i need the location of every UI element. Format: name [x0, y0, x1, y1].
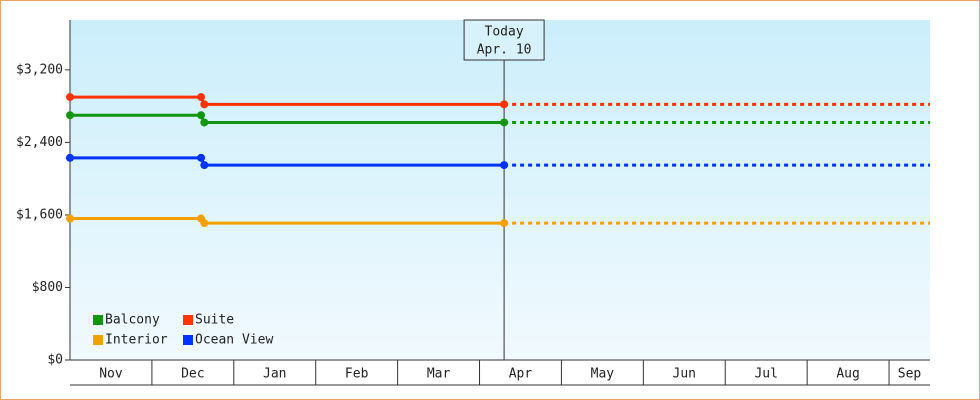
point	[66, 93, 74, 102]
x-tick-label: May	[591, 367, 615, 382]
legend-label: Interior	[105, 333, 168, 348]
y-tick-label: $800	[32, 280, 63, 295]
legend-swatch	[183, 315, 193, 325]
today-box	[463, 19, 545, 61]
x-tick-label: Jul	[754, 367, 777, 382]
point	[197, 153, 206, 162]
point	[197, 111, 206, 120]
legend-swatch	[183, 335, 193, 345]
y-tick-label: $3,200	[16, 62, 63, 77]
y-tick-label: $0	[47, 353, 63, 368]
point	[500, 100, 509, 109]
legend-label: Ocean View	[195, 333, 273, 348]
y-tick-label: $2,400	[16, 135, 63, 150]
legend-label: Balcony	[105, 313, 160, 328]
point	[66, 153, 74, 162]
x-tick-label: Jun	[673, 367, 696, 382]
x-tick-label: Feb	[345, 367, 369, 382]
x-tick-label: Nov	[99, 367, 123, 382]
point	[66, 111, 74, 120]
x-tick-label: Apr	[509, 367, 533, 382]
x-tick-label: Sep	[898, 367, 922, 382]
point	[200, 100, 209, 109]
point	[66, 214, 74, 223]
legend-swatch	[93, 335, 103, 345]
point	[200, 161, 209, 170]
point	[200, 118, 209, 127]
point	[500, 161, 509, 170]
x-tick-label: Dec	[181, 367, 204, 382]
x-tick-label: Jan	[263, 367, 286, 382]
point	[197, 93, 206, 102]
legend-swatch	[93, 315, 103, 325]
point	[200, 219, 209, 228]
legend-label: Suite	[195, 313, 234, 328]
x-tick-label: Aug	[836, 367, 859, 382]
point	[500, 118, 509, 127]
x-tick-label: Mar	[427, 367, 451, 382]
today-date: Apr. 10	[477, 43, 532, 58]
plot-area	[70, 20, 930, 360]
point	[500, 219, 509, 228]
today-label: Today	[485, 25, 524, 40]
y-tick-label: $1,600	[16, 207, 63, 222]
